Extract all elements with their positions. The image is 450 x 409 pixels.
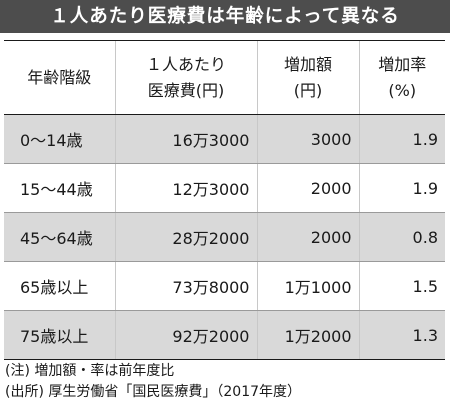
header-rate-line2: (%) [388, 80, 417, 100]
header-cost-per-person: １人あたり 医療費(円) [114, 40, 257, 115]
cell-cost-per-person: 73万8000 [114, 261, 257, 311]
header-cost-line2: 医療費(円) [147, 80, 225, 100]
cell-age-group: 0～14歳 [4, 114, 115, 164]
cell-increase-amount: 1万1000 [256, 261, 359, 311]
cell-increase-rate: 1.3 [358, 310, 445, 360]
table-row-age-75-plus: 75歳以上 92万2000 1万2000 1.3 [4, 310, 445, 360]
cell-cost-per-person: 16万3000 [114, 114, 257, 164]
cell-age-group: 45～64歳 [4, 212, 115, 262]
cell-cost-per-person: 92万2000 [114, 310, 257, 360]
header-cost-line1: １人あたり [145, 54, 226, 74]
cell-increase-rate: 0.8 [358, 212, 445, 262]
header-age-group: 年齢階級 [4, 40, 115, 115]
cell-increase-rate: 1.9 [358, 163, 445, 213]
cell-increase-amount: 3000 [256, 114, 359, 164]
cell-increase-amount: 1万2000 [256, 310, 359, 360]
cell-cost-per-person: 12万3000 [114, 163, 257, 213]
table-row-age-15-44: 15～44歳 12万3000 2000 1.9 [4, 163, 445, 213]
footnote-source: (出所) 厚生労働省「国民医療費」（2017年度） [5, 384, 302, 400]
figure-title: １人あたり医療費は年齢によって異なる [0, 0, 450, 33]
footnote-note: (注) 増加額・率は前年度比 [5, 363, 175, 379]
table-row-age-45-64: 45～64歳 28万2000 2000 0.8 [4, 212, 445, 262]
header-increase-line1: 増加額 [283, 54, 332, 74]
table-row-age-0-14: 0～14歳 16万3000 3000 1.9 [4, 114, 445, 164]
table-row-age-65-plus: 65歳以上 73万8000 1万1000 1.5 [4, 261, 445, 311]
header-increase-line2: (円) [293, 80, 323, 100]
table-header-row: 年齢階級 １人あたり 医療費(円) 増加額 (円) 増加率 (%) [4, 40, 445, 115]
cell-age-group: 65歳以上 [4, 261, 115, 311]
cell-increase-amount: 2000 [256, 163, 359, 213]
cell-age-group: 15～44歳 [4, 163, 115, 213]
medical-cost-table: 年齢階級 １人あたり 医療費(円) 増加額 (円) 増加率 (%) 0～14歳 [4, 40, 445, 360]
footnotes: (注) 増加額・率は前年度比 (出所) 厚生労働省「国民医療費」（2017年度） [5, 361, 445, 403]
cell-cost-per-person: 28万2000 [114, 212, 257, 262]
cell-increase-amount: 2000 [256, 212, 359, 262]
header-rate-line1: 増加率 [378, 54, 427, 74]
header-increase-rate: 増加率 (%) [358, 40, 445, 115]
header-age-label: 年齢階級 [27, 67, 92, 87]
cell-increase-rate: 1.5 [358, 261, 445, 311]
cell-increase-rate: 1.9 [358, 114, 445, 164]
cell-age-group: 75歳以上 [4, 310, 115, 360]
header-increase-amount: 増加額 (円) [256, 40, 359, 115]
